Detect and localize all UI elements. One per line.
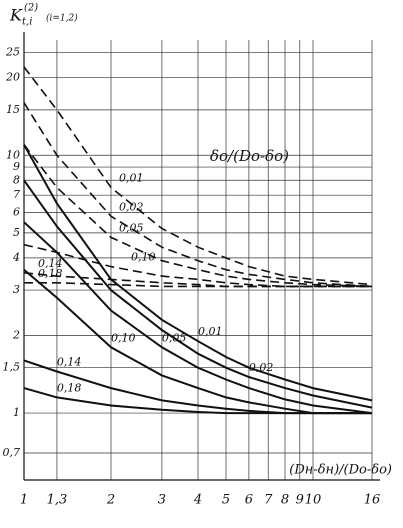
x-tick-label: 1 [20,493,28,508]
y-tick-label: 3 [13,283,20,296]
y-tick-label: 0,7 [3,446,21,459]
y-tick-label: 9 [13,160,20,173]
dashed-curve [23,272,372,288]
y-tick-label: 15 [6,103,20,116]
solid-curve [23,221,373,415]
curve-label: 0,01 [119,171,144,184]
x-tick-label: 16 [364,493,381,508]
y-tick-label: 1,5 [3,361,21,374]
y-tick-label: 10 [6,148,20,161]
curve-label: 0,05 [162,331,187,344]
curve-label: 0,02 [249,361,273,374]
curve-label: 0,05 [119,221,144,234]
dashed-curve [24,281,372,288]
y-label-symbol: K [9,6,23,25]
x-tick-label: 6 [245,493,253,508]
y-label-superscript: (2) [24,3,38,14]
solid-curve [23,268,372,415]
y-tick-label: 6 [13,205,20,218]
dashed-curve [23,102,373,288]
x-tick-label: 3 [158,493,166,508]
dashed-curve [23,144,373,288]
y-tick-label: 8 [13,173,20,186]
curve-label: 0,18 [38,267,63,280]
curve-label: 0,02 [119,200,144,213]
x-tick-label: 5 [222,493,230,508]
dashed-curve [23,66,373,286]
y-tick-label: 7 [13,188,20,201]
y-tick-label: 20 [5,71,20,84]
y-tick-label: 5 [13,226,20,239]
solid-curve [23,387,372,415]
x-tick-label: 9 [296,493,304,508]
curve-label: 0,14 [57,355,82,368]
y-tick-label: 2 [12,328,20,341]
y-tick-label: 4 [12,251,20,264]
x-tick-label: 10 [305,493,322,508]
x-tick-label: 2 [106,493,115,508]
curve-label: 0,01 [198,325,223,338]
x-tick-label: 8 [281,493,289,508]
x-tick-label: 1,3 [47,493,68,508]
dashed-curve [23,243,372,288]
curve-label: 0,10 [111,331,136,344]
y-label-subscript: t,i [22,17,32,28]
y-tick-label: 25 [5,46,20,59]
legend-title: δо/(Dо-δо) [210,147,289,165]
x-tick-label: 4 [193,493,202,508]
solid-curve [23,144,373,402]
curve-label: 0,18 [57,381,82,394]
curve-label: 0,14 [38,257,63,270]
curve-label: 0,10 [131,251,156,264]
x-tick-label: 7 [264,493,273,508]
y-tick-label: 1 [13,406,20,419]
y-label-note: (i=1,2) [46,13,78,24]
solid-curve [23,179,373,409]
x-label: (Dн-δн)/(Dо-δо) [289,463,392,478]
